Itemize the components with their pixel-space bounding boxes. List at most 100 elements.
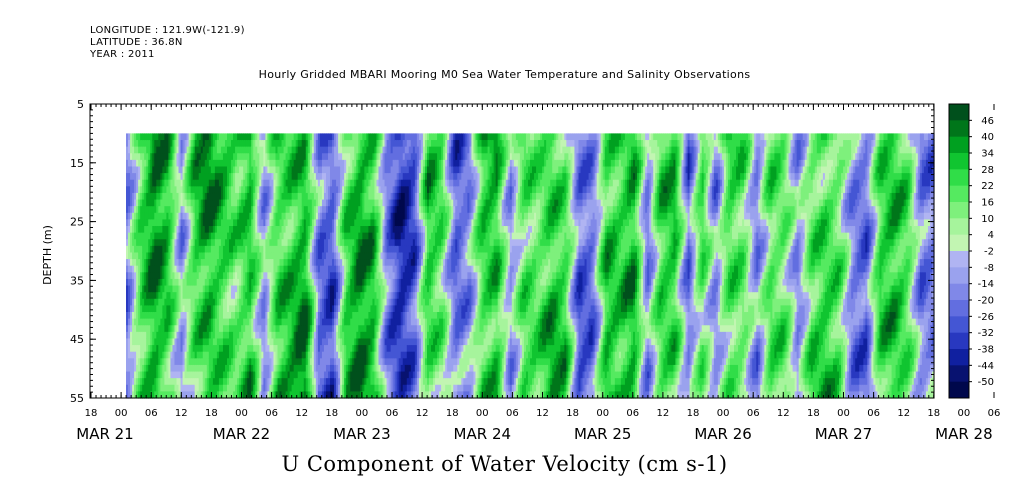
heatmap-cell [253, 219, 256, 227]
heatmap-cell [204, 219, 208, 227]
heatmap-cell [216, 146, 220, 154]
heatmap-cell [172, 252, 176, 260]
heatmap-cell [134, 298, 137, 306]
heatmap-cell [136, 325, 139, 333]
heatmap-cell [126, 159, 129, 168]
heatmap-cell [182, 206, 186, 214]
heatmap-cell [174, 153, 178, 161]
heatmap-cell [170, 159, 174, 168]
heatmap-cell [218, 219, 222, 227]
heatmap-cell [142, 192, 145, 201]
heatmap-cell [243, 232, 246, 240]
heatmap-cell [222, 159, 226, 168]
heatmap-cell [190, 351, 194, 359]
heatmap-cell [150, 153, 153, 161]
heatmap-cell [178, 192, 182, 201]
heatmap-cell [180, 371, 184, 379]
heatmap-cell [196, 206, 200, 214]
heatmap-cell [142, 232, 145, 240]
heatmap-cell [194, 285, 198, 293]
heatmap-cell [160, 226, 163, 234]
heatmap-cell [140, 312, 143, 320]
heatmap-cell [204, 278, 208, 287]
heatmap-cell [158, 166, 161, 174]
heatmap-cell [204, 166, 208, 174]
heatmap-cell [166, 272, 170, 280]
heatmap-cell [126, 325, 129, 333]
heatmap-cell [144, 378, 147, 386]
heatmap-cell [200, 140, 204, 148]
heatmap-cell [249, 384, 252, 392]
heatmap-cell [200, 378, 204, 386]
heatmap-cell [224, 272, 228, 280]
heatmap-cell [214, 312, 218, 320]
heatmap-cell [198, 140, 202, 148]
heatmap-cell [253, 378, 256, 386]
heatmap-cell [231, 378, 234, 386]
heatmap-cell [218, 371, 222, 379]
heatmap-cell [196, 159, 200, 168]
heatmap-cell [231, 358, 234, 366]
heatmap-cell [235, 166, 238, 174]
heatmap-cell [190, 252, 194, 260]
heatmap-cell [198, 245, 202, 254]
heatmap-cell [204, 384, 208, 392]
heatmap-cell [158, 179, 161, 187]
heatmap-cell [180, 312, 184, 320]
heatmap-cell [144, 384, 147, 392]
heatmap-cell [184, 179, 188, 187]
heatmap-cell [202, 338, 206, 346]
heatmap-cell [222, 325, 226, 333]
heatmap-cell [214, 384, 218, 392]
heatmap-cell [229, 140, 232, 148]
heatmap-cell [172, 232, 176, 240]
heatmap-cell [160, 305, 163, 313]
heatmap-cell [200, 239, 204, 247]
heatmap-cell [214, 272, 218, 280]
heatmap-cell [184, 153, 188, 161]
heatmap-cell [194, 133, 198, 141]
heatmap-cell [202, 219, 206, 227]
heatmap-cell [243, 173, 246, 181]
heatmap-cell [166, 265, 170, 273]
heatmap-cell [176, 153, 180, 161]
heatmap-cell [134, 219, 137, 227]
heatmap-cell [164, 378, 167, 386]
heatmap-cell [152, 292, 155, 300]
heatmap-cell [229, 278, 232, 287]
heatmap-cell [198, 186, 202, 194]
heatmap-cell [172, 384, 176, 392]
heatmap-cell [220, 166, 224, 174]
heatmap-cell [166, 345, 170, 353]
heatmap-cell [212, 239, 216, 247]
heatmap-cell [142, 364, 145, 373]
heatmap-cell [170, 391, 174, 399]
heatmap-cell [176, 206, 180, 214]
heatmap-cell [132, 272, 135, 280]
heatmap-cell [243, 272, 246, 280]
heatmap-cell [150, 285, 153, 293]
heatmap-cell [186, 278, 190, 287]
heatmap-cell [180, 245, 184, 254]
heatmap-cell [204, 252, 208, 260]
heatmap-cell [146, 358, 149, 366]
heatmap-cell [188, 345, 192, 353]
heatmap-cell [164, 140, 167, 148]
heatmap-cell [132, 312, 135, 320]
heatmap-cell [253, 146, 256, 154]
heatmap-cell [148, 325, 151, 333]
heatmap-cell [132, 226, 135, 234]
heatmap-cell [192, 232, 196, 240]
heatmap-cell [247, 232, 250, 240]
heatmap-cell [154, 140, 157, 148]
heatmap-cell [237, 292, 240, 300]
heatmap-cell [237, 318, 240, 326]
heatmap-cell [243, 338, 246, 346]
heatmap-cell [233, 378, 236, 386]
heatmap-cell [152, 312, 155, 320]
heatmap-cell [214, 351, 218, 359]
heatmap-cell [186, 166, 190, 174]
heatmap-cell [166, 226, 170, 234]
heatmap-cell [222, 345, 226, 353]
heatmap-cell [208, 186, 212, 194]
